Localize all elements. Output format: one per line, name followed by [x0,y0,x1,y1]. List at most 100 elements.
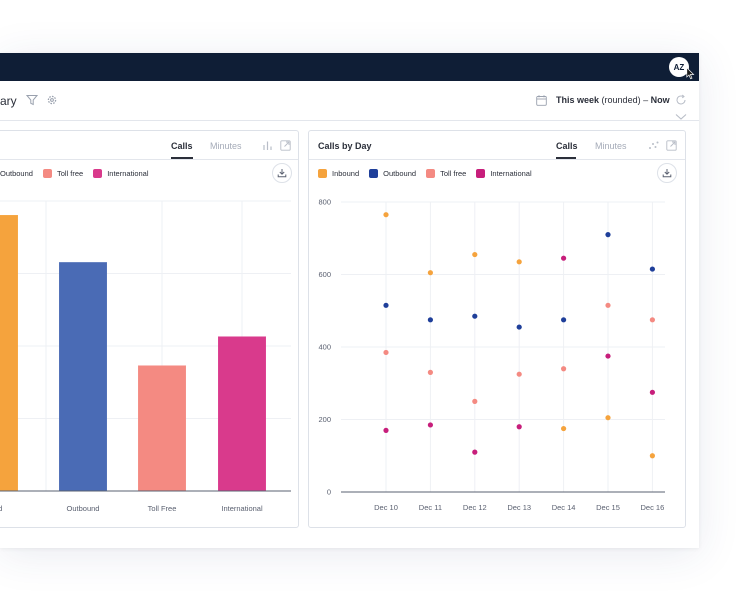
y-tick-label: 0 [327,488,331,497]
legend-swatch [476,169,486,178]
data-point [427,369,433,375]
bar-chart-icon[interactable] [262,140,273,151]
legend-item-international[interactable]: International [93,169,149,178]
y-tick-label: 200 [318,415,331,424]
chart-legend: Inbound Outbound Toll free International [318,169,542,178]
date-range-start: This week [556,95,600,105]
data-point [561,255,567,261]
x-tick-label: Dec 12 [463,503,487,512]
data-point [649,317,655,323]
legend-swatch [426,169,436,178]
x-tick-label: Outbound [67,504,100,513]
download-icon [662,169,672,178]
tab-minutes[interactable]: Minutes [210,141,242,151]
legend-item-toll-free[interactable]: Toll free [426,169,466,178]
bar [0,215,18,492]
data-point [383,302,389,308]
card-header-divider [0,159,298,160]
y-tick-label: 400 [318,343,331,352]
data-point [383,427,389,433]
data-point [649,266,655,272]
legend-swatch [42,169,52,178]
legend-label: International [490,169,532,178]
download-icon [277,169,287,178]
filter-icon[interactable] [26,94,38,106]
data-point [427,422,433,428]
active-tab-indicator [171,157,193,159]
calls-by-day-card: Calls by Day Calls Minutes Inbound [308,130,686,528]
y-tick-label: 600 [318,270,331,279]
data-point [561,366,567,372]
legend-item-inbound[interactable]: Inbound [318,169,359,178]
legend-label: Inbound [332,169,360,178]
calendar-icon[interactable] [536,95,547,106]
scatter-chart-icon[interactable] [648,140,659,151]
x-tick-label: Dec 14 [552,503,576,512]
external-link-icon[interactable] [666,140,677,151]
data-point [605,353,611,359]
legend-swatch [369,169,379,178]
date-range-separator: – [643,95,649,105]
legend-label: Toll free [440,169,467,178]
data-point [383,212,389,218]
download-button[interactable] [272,163,292,183]
data-point [383,349,389,356]
gear-icon[interactable] [46,94,58,106]
external-link-icon[interactable] [280,140,291,151]
tab-calls[interactable]: Calls [556,141,578,151]
chart-legend: Outbound Toll free International [0,169,159,178]
tab-minutes[interactable]: Minutes [595,141,627,151]
x-tick-label: ound [0,504,2,513]
date-range-qualifier: (rounded) [601,95,641,105]
page-title: ary [0,94,17,108]
data-point [516,259,522,265]
data-point [561,425,567,432]
data-point [427,270,433,276]
data-point [516,371,522,377]
refresh-icon[interactable] [675,94,687,106]
tab-calls[interactable]: Calls [171,141,193,151]
data-point [649,453,655,459]
mouse-cursor-icon [686,67,695,80]
x-tick-label: International [221,504,263,513]
data-point [605,302,611,308]
legend-item-toll-free[interactable]: Toll free [42,169,84,178]
y-tick-label: 800 [318,198,331,207]
date-range-selector[interactable]: This week (rounded) – Now [556,95,670,105]
calls-bar-chart: ound Outbound Toll Free International [0,200,291,513]
bar [59,262,107,492]
card-header-divider [309,159,685,160]
calls-by-day-scatter-chart: 0 200 400 600 800 Dec 10 Dec 11 Dec 12 Dec 13 Dec… [318,198,665,512]
legend-item-outbound[interactable]: Outbound [0,169,33,178]
x-tick-label: Dec 15 [596,503,620,512]
legend-swatch [318,169,327,178]
x-tick-label: Dec 10 [374,503,398,512]
legend-item-outbound[interactable]: Outbound [369,169,416,178]
x-tick-label: Dec 13 [507,503,531,512]
app-window: AZ ary This week (rounded) – Now [0,53,699,548]
top-navigation-bar: AZ [0,53,699,81]
legend-label: Toll free [56,169,84,178]
data-point [516,424,522,430]
data-point [649,389,655,395]
download-button[interactable] [657,163,677,183]
legend-label: Outbound [0,169,33,178]
bar [138,365,186,492]
active-tab-indicator [556,157,576,159]
x-tick-label: Dec 11 [419,503,442,512]
data-point [516,324,522,330]
chevron-down-icon[interactable] [675,113,687,121]
data-point [472,398,478,404]
legend-item-international[interactable]: International [476,169,532,178]
date-range-end: Now [650,95,670,105]
legend-swatch [93,169,103,178]
avatar[interactable]: AZ [669,57,689,77]
dashboard-toolbar: ary This week (rounded) – Now [0,81,699,121]
data-point [472,449,478,455]
legend-label: International [107,169,149,178]
data-point [427,317,433,323]
data-point [472,251,478,258]
card-title: Calls by Day [318,141,372,151]
x-tick-label: Toll Free [148,504,177,513]
